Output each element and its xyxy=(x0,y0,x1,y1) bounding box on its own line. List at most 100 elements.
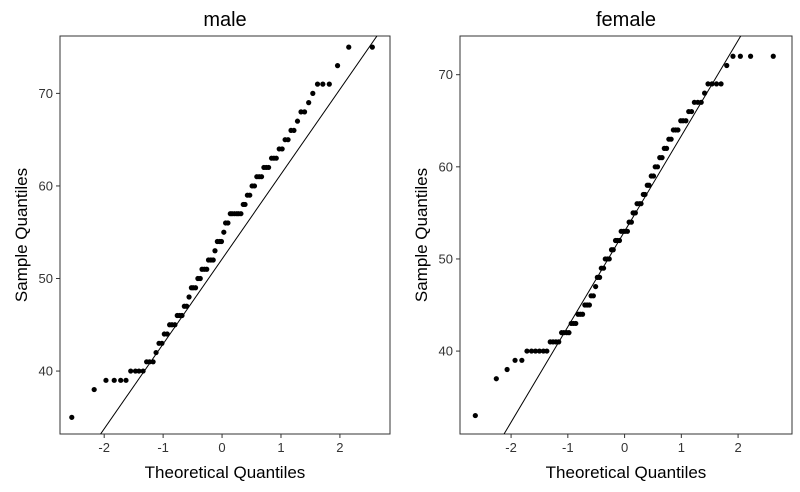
data-point xyxy=(628,219,634,225)
data-point xyxy=(536,348,543,354)
data-point xyxy=(273,155,279,161)
data-point xyxy=(593,283,599,290)
y-tick-label: 50 xyxy=(439,251,453,266)
data-point xyxy=(504,366,510,373)
y-tick-label: 40 xyxy=(39,364,53,379)
data-point xyxy=(150,359,156,365)
data-point xyxy=(218,238,225,245)
y-axis-title: Sample Quantiles xyxy=(412,168,431,302)
data-point xyxy=(91,386,97,393)
data-point xyxy=(159,340,165,346)
data-point xyxy=(221,229,227,235)
data-point xyxy=(654,164,661,170)
data-point xyxy=(111,377,117,383)
data-point xyxy=(544,348,550,354)
data-point xyxy=(320,81,326,87)
data-point xyxy=(294,118,301,124)
data-point xyxy=(528,348,535,354)
data-point xyxy=(192,285,199,291)
data-point xyxy=(369,44,375,50)
data-point xyxy=(730,53,736,59)
data-point xyxy=(642,191,648,198)
data-point xyxy=(579,311,586,317)
data-point xyxy=(663,145,670,151)
qq-panel-male: -2 -1 0 1 2 40 50 60 70 male Theoretical Quantiles… xyxy=(12,9,391,482)
data-point xyxy=(186,294,192,300)
panel-border xyxy=(59,35,391,435)
data-point xyxy=(197,275,203,282)
y-tick-label: 50 xyxy=(39,271,53,286)
data-point xyxy=(210,257,216,263)
data-point xyxy=(118,377,124,383)
data-point xyxy=(279,146,285,152)
data-point xyxy=(616,237,623,244)
data-point xyxy=(306,100,312,106)
data-point xyxy=(242,201,248,208)
data-point xyxy=(164,331,170,337)
data-point xyxy=(586,302,592,308)
data-point xyxy=(301,109,308,115)
panel-title: male xyxy=(203,9,246,31)
data-point xyxy=(258,174,265,180)
x-tick-label: 0 xyxy=(218,440,225,455)
data-point xyxy=(326,81,332,87)
data-point xyxy=(238,211,244,217)
data-point xyxy=(314,81,321,87)
data-point xyxy=(646,182,652,188)
data-point xyxy=(69,414,75,420)
panel-border xyxy=(459,35,793,435)
data-point xyxy=(532,348,539,354)
x-tick-label: 0 xyxy=(621,440,628,455)
data-point xyxy=(103,377,109,383)
data-point xyxy=(346,44,352,50)
data-point xyxy=(659,155,665,161)
x-tick-label: -1 xyxy=(157,440,169,455)
data-point xyxy=(668,136,674,142)
data-point xyxy=(266,164,272,171)
qq-reference-line xyxy=(99,36,378,434)
data-point xyxy=(698,99,704,105)
data-point xyxy=(128,368,134,374)
x-tick-label: -2 xyxy=(98,440,110,455)
data-point xyxy=(519,357,525,363)
data-point xyxy=(472,412,478,419)
data-point xyxy=(204,266,210,272)
y-tick-label: 60 xyxy=(439,159,453,174)
data-point xyxy=(334,63,341,69)
data-point xyxy=(683,118,689,124)
data-point xyxy=(310,90,316,96)
x-axis-title: Theoretical Quantiles xyxy=(546,463,707,482)
data-point xyxy=(285,137,291,143)
data-point xyxy=(140,368,146,374)
data-point xyxy=(212,248,218,254)
data-point xyxy=(638,201,644,207)
data-point xyxy=(493,376,499,382)
data-point xyxy=(650,173,657,179)
data-point xyxy=(524,348,530,354)
data-point xyxy=(251,183,258,189)
data-point xyxy=(573,320,579,327)
data-point xyxy=(606,256,612,262)
data-point xyxy=(597,274,603,280)
data-point xyxy=(724,62,730,69)
panel-title: female xyxy=(596,9,656,31)
data-point xyxy=(600,265,607,271)
y-tick-label: 70 xyxy=(39,86,53,101)
x-axis-title: Theoretical Quantiles xyxy=(145,463,306,482)
x-tick-label: 1 xyxy=(678,440,685,455)
data-point xyxy=(136,368,142,374)
data-point xyxy=(172,322,178,328)
data-point xyxy=(556,339,562,345)
data-point xyxy=(610,247,616,253)
data-point xyxy=(713,81,720,87)
data-point xyxy=(590,293,596,299)
x-tick-label: 2 xyxy=(734,440,741,455)
y-axis-title: Sample Quantiles xyxy=(12,168,31,302)
data-point xyxy=(153,349,159,356)
x-tick-label: 1 xyxy=(277,440,284,455)
x-tick-label: -2 xyxy=(505,440,517,455)
data-point xyxy=(709,81,715,87)
data-point xyxy=(675,127,681,133)
data-point xyxy=(291,127,297,134)
